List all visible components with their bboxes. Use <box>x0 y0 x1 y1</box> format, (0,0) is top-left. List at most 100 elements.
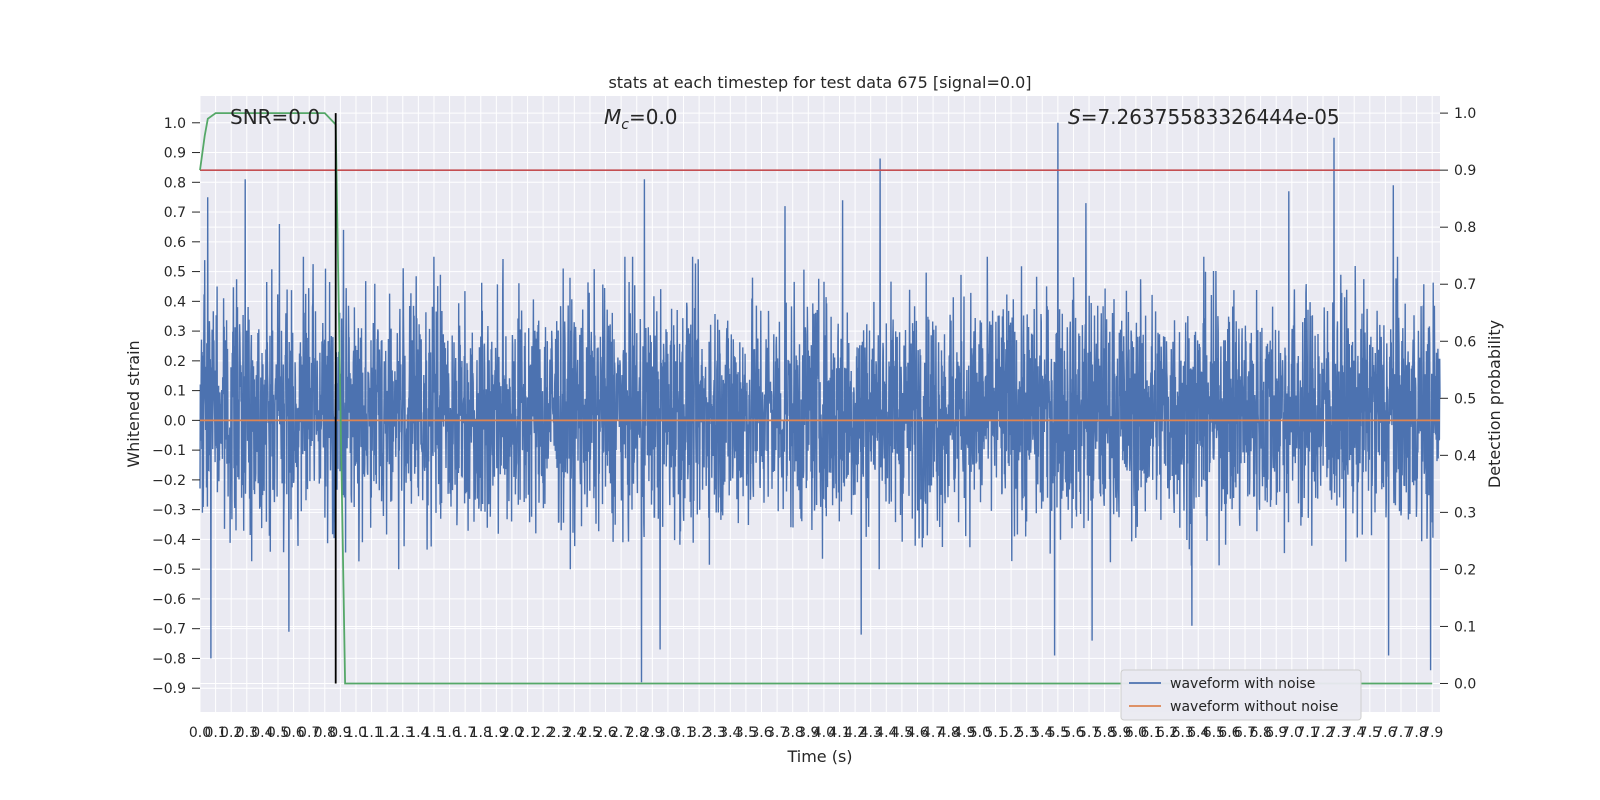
x-tick-label: 6.1 <box>1140 725 1162 741</box>
x-tick-label: 2.0 <box>501 725 523 741</box>
x-tick-label: 7.4 <box>1343 725 1365 741</box>
x-tick-label: 3.3 <box>704 725 726 741</box>
x-tick-label: 5.3 <box>1016 725 1038 741</box>
x-tick-label: 7.1 <box>1296 725 1318 741</box>
legend: waveform with noise waveform without noi… <box>1120 669 1362 721</box>
y-left-tick-label: 0.6 <box>164 235 186 251</box>
y-right-tick-label: 0.0 <box>1454 676 1476 692</box>
x-tick-label: 7.6 <box>1374 725 1396 741</box>
x-tick-label: 2.6 <box>594 725 616 741</box>
x-tick-label: 1.5 <box>423 725 445 741</box>
x-tick-label: 6.3 <box>1172 725 1194 741</box>
x-tick-label: 3.6 <box>750 725 772 741</box>
x-tick-label: 7.9 <box>1421 725 1443 741</box>
legend-label-clean: waveform without noise <box>1170 699 1338 715</box>
y-right-tick-label: 0.4 <box>1454 448 1476 464</box>
x-tick-label: 4.8 <box>938 725 960 741</box>
x-tick-label: 4.5 <box>891 725 913 741</box>
x-tick-label: 6.5 <box>1203 725 1225 741</box>
x-tick-label: 1.4 <box>407 725 429 741</box>
x-tick-label: 6.6 <box>1218 725 1240 741</box>
x-tick-label: 6.7 <box>1234 725 1256 741</box>
y-right-tick-label: 0.7 <box>1454 277 1476 293</box>
y-right-tick-label: 0.6 <box>1454 334 1476 350</box>
s-symbol: S <box>1068 105 1081 129</box>
legend-label-noisy: waveform with noise <box>1170 676 1315 692</box>
x-tick-label: 0.5 <box>267 725 289 741</box>
x-tick-label: 2.2 <box>532 725 554 741</box>
x-tick-label: 2.8 <box>626 725 648 741</box>
x-tick-label: 5.9 <box>1109 725 1131 741</box>
x-tick-label: 6.2 <box>1156 725 1178 741</box>
x-tick-label: 1.9 <box>485 725 507 741</box>
y-left-tick-label: 0.2 <box>164 354 186 370</box>
x-tick-label: 1.8 <box>470 725 492 741</box>
y-axis-left-ticks: −0.9 −0.8 −0.7 −0.6 −0.5 −0.4 −0.3 −0.2 −0.1 0.0 0… <box>152 116 200 697</box>
x-tick-label: 7.5 <box>1359 725 1381 741</box>
x-tick-label: 7.0 <box>1281 725 1303 741</box>
x-tick-label: 0.4 <box>251 725 273 741</box>
x-tick-label: 7.8 <box>1405 725 1427 741</box>
x-tick-label: 3.8 <box>782 725 804 741</box>
x-tick-label: 4.7 <box>922 725 944 741</box>
x-tick-label: 2.3 <box>548 725 570 741</box>
y-right-tick-label: 0.9 <box>1454 163 1476 179</box>
s-annotation: S=7.26375583326444e-05 <box>1068 105 1340 129</box>
y-left-tick-label: 1.0 <box>164 116 186 132</box>
x-tick-label: 2.5 <box>579 725 601 741</box>
chart-title: stats at each timestep for test data 675… <box>608 73 1031 92</box>
chirp-mass-value: =0.0 <box>629 105 678 129</box>
x-tick-label: 4.9 <box>953 725 975 741</box>
chirp-mass-symbol: M <box>604 105 621 129</box>
x-tick-label: 1.2 <box>376 725 398 741</box>
x-tick-label: 3.4 <box>719 725 741 741</box>
snr-annotation: SNR=0.0 <box>230 105 320 129</box>
chirp-mass-annotation: Mc=0.0 <box>604 105 678 133</box>
y-left-tick-label: 0.1 <box>164 384 186 400</box>
y-left-tick-label: −0.1 <box>152 443 186 459</box>
x-tick-label: 3.0 <box>657 725 679 741</box>
s-value: =7.26375583326444e-05 <box>1081 105 1340 129</box>
y-right-tick-label: 0.3 <box>1454 505 1476 521</box>
x-tick-label: 4.2 <box>844 725 866 741</box>
y-left-tick-label: 0.3 <box>164 324 186 340</box>
y-left-tick-label: 0.0 <box>164 413 186 429</box>
x-tick-label: 5.1 <box>984 725 1006 741</box>
y-left-tick-label: −0.2 <box>152 473 186 489</box>
y-right-tick-label: 0.2 <box>1454 562 1476 578</box>
x-tick-label: 5.8 <box>1094 725 1116 741</box>
y-left-tick-label: −0.9 <box>152 681 186 697</box>
x-tick-label: 2.9 <box>641 725 663 741</box>
y-left-tick-label: −0.7 <box>152 622 186 638</box>
y-left-tick-label: 0.8 <box>164 175 186 191</box>
x-tick-label: 6.0 <box>1125 725 1147 741</box>
y-right-tick-label: 0.5 <box>1454 391 1476 407</box>
x-tick-label: 1.6 <box>438 725 460 741</box>
x-tick-label: 0.2 <box>220 725 242 741</box>
x-tick-label: 6.9 <box>1265 725 1287 741</box>
x-tick-label: 3.1 <box>672 725 694 741</box>
x-axis-ticks: 0.00.10.20.30.40.50.60.70.80.91.01.11.21… <box>189 725 1443 741</box>
x-tick-label: 7.7 <box>1390 725 1412 741</box>
y-left-tick-label: 0.7 <box>164 205 186 221</box>
x-tick-label: 3.2 <box>688 725 710 741</box>
y-right-tick-label: 0.1 <box>1454 619 1476 635</box>
y-right-tick-label: 0.8 <box>1454 220 1476 236</box>
x-tick-label: 0.7 <box>298 725 320 741</box>
x-tick-label: 0.9 <box>329 725 351 741</box>
y-axis-right-label: Detection probability <box>1485 320 1504 488</box>
x-tick-label: 7.2 <box>1312 725 1334 741</box>
x-tick-label: 2.1 <box>516 725 538 741</box>
y-left-tick-label: −0.4 <box>152 532 186 548</box>
x-tick-label: 4.0 <box>813 725 835 741</box>
x-tick-label: 5.4 <box>1031 725 1053 741</box>
y-axis-left-label: Whitened strain <box>124 340 143 467</box>
y-left-tick-label: −0.5 <box>152 562 186 578</box>
y-left-tick-label: −0.6 <box>152 592 186 608</box>
y-left-tick-label: 0.9 <box>164 146 186 162</box>
x-tick-label: 5.0 <box>969 725 991 741</box>
chirp-mass-subscript: c <box>621 117 629 133</box>
x-tick-label: 1.1 <box>360 725 382 741</box>
x-tick-label: 5.5 <box>1047 725 1069 741</box>
